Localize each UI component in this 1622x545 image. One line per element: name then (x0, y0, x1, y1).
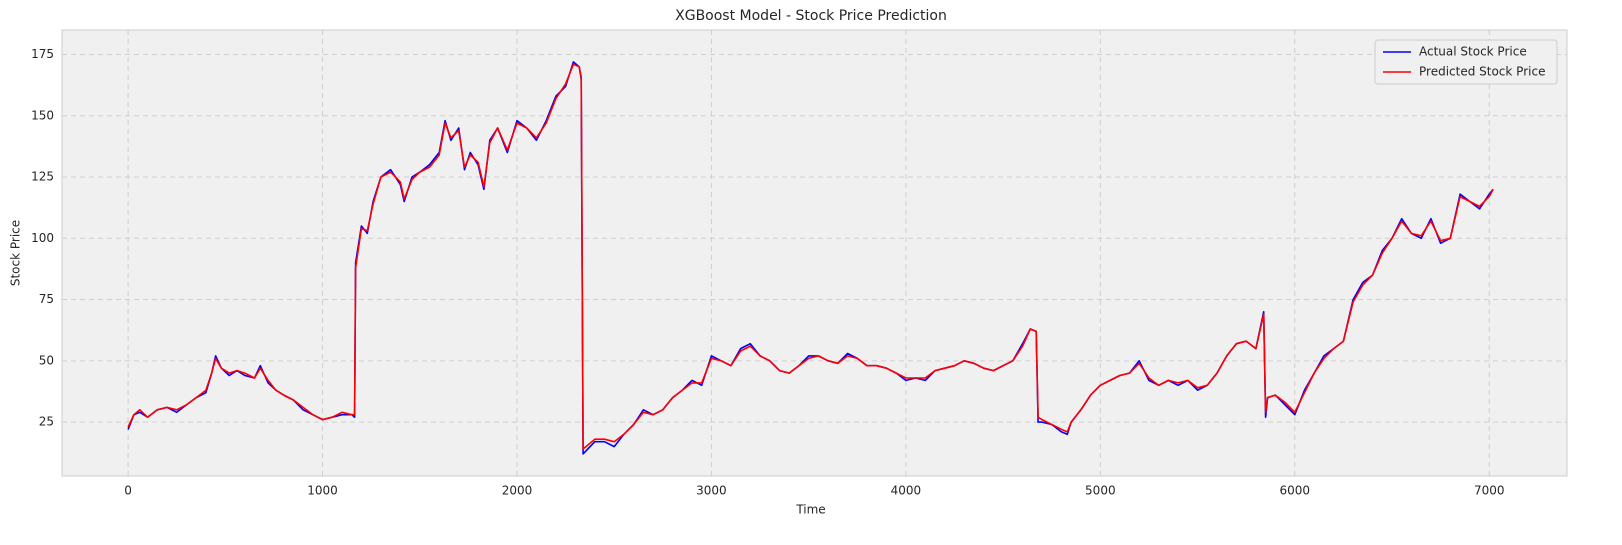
x-tick-label: 4000 (891, 484, 922, 498)
grid (62, 30, 1567, 476)
y-tick-label: 25 (39, 415, 54, 429)
x-tick-label: 3000 (696, 484, 727, 498)
lines (127, 61, 1494, 455)
x-tick-label: 5000 (1085, 484, 1116, 498)
series-line (127, 63, 1494, 450)
x-axis-label: Time (795, 503, 825, 517)
legend: Actual Stock Price Predicted Stock Price (1374, 39, 1558, 85)
x-tick-label: 7000 (1474, 484, 1505, 498)
plot-area (61, 29, 1568, 477)
x-tick-label: 2000 (502, 484, 533, 498)
y-tick-label: 100 (31, 231, 54, 245)
y-axis-label: Stock Price (9, 220, 23, 286)
x-tick-label: 0 (124, 484, 132, 498)
y-tick-label: 150 (31, 108, 54, 122)
legend-label: Actual Stock Price (1419, 45, 1527, 59)
legend-box (1374, 39, 1558, 85)
y-tick-label: 175 (31, 47, 54, 61)
x-tick-label: 1000 (307, 484, 338, 498)
y-tick-label: 125 (31, 170, 54, 184)
x-tick-label: 6000 (1280, 484, 1311, 498)
y-tick-label: 50 (39, 353, 54, 367)
chart-title: XGBoost Model - Stock Price Prediction (675, 8, 947, 24)
y-tick-label: 75 (39, 292, 54, 306)
legend-label: Predicted Stock Price (1419, 65, 1545, 79)
